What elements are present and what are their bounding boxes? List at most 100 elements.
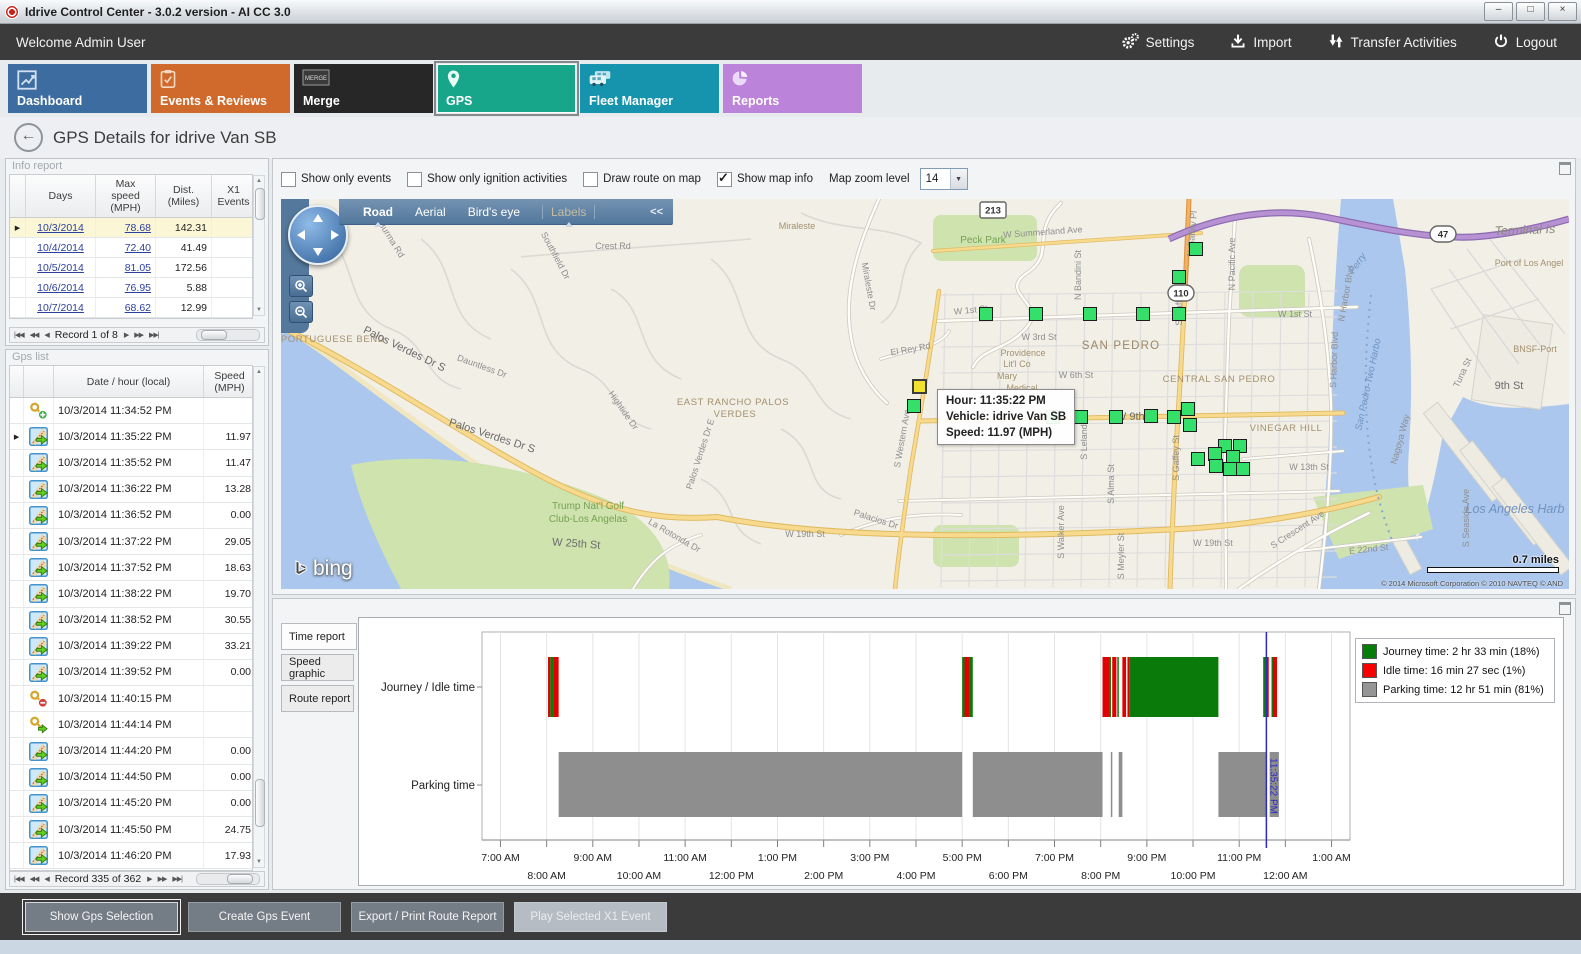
gps-list-row[interactable]: 10/3/2014 11:38:52 PM 30.55 xyxy=(10,607,252,634)
topbar-action-logout[interactable]: Logout xyxy=(1493,33,1557,52)
tile-events-reviews[interactable]: Events & Reviews xyxy=(151,64,290,113)
scroll-thumb[interactable] xyxy=(227,874,253,884)
max-speed-link[interactable]: 78.68 xyxy=(124,221,151,234)
gps-pager-first-button[interactable]: |◀◀ xyxy=(14,876,25,883)
tile-dashboard[interactable]: Dashboard xyxy=(8,64,147,113)
info-pager-fast-next-button[interactable]: ▶▶ xyxy=(134,332,144,339)
info-report-row[interactable]: 10/6/2014 76.95 5.88 xyxy=(10,278,252,298)
scroll-thumb[interactable] xyxy=(201,330,227,340)
gps-list-row[interactable]: 10/3/2014 11:45:50 PM 24.75 xyxy=(10,817,252,844)
gps-list-row[interactable]: 10/3/2014 11:46:20 PM 17.93 xyxy=(10,843,252,870)
max-speed-cell[interactable]: 81.05 xyxy=(96,258,156,277)
maximize-button[interactable]: □ xyxy=(1516,2,1545,21)
checkbox-icon[interactable] xyxy=(583,171,599,187)
gps-list-row[interactable]: ▶ 10/3/2014 11:35:22 PM 11.97 xyxy=(10,424,252,451)
info-pager-fast-prev-button[interactable]: ◀◀ xyxy=(29,332,40,339)
tab-route-report[interactable]: Route report xyxy=(281,685,354,712)
topbar-action-transfer-activities[interactable]: Transfer Activities xyxy=(1328,33,1457,52)
gps-marker[interactable] xyxy=(1181,402,1195,416)
gps-list-scrollbar[interactable]: ▲ ▼ xyxy=(253,366,265,868)
gps-marker[interactable] xyxy=(1083,307,1097,321)
topbar-action-settings[interactable]: Settings xyxy=(1121,32,1194,53)
gps-list-row[interactable]: 10/3/2014 11:38:22 PM 19.70 xyxy=(10,581,252,608)
max-speed-cell[interactable]: 68.62 xyxy=(96,298,156,317)
max-speed-link[interactable]: 76.95 xyxy=(124,281,151,294)
max-speed-cell[interactable]: 76.95 xyxy=(96,278,156,297)
days-cell[interactable]: 10/6/2014 xyxy=(26,278,96,297)
gps-marker[interactable] xyxy=(1172,307,1186,321)
selected-gps-marker[interactable] xyxy=(912,379,927,394)
gps-pager-fast-next-button[interactable]: ▶▶ xyxy=(157,876,168,883)
gps-marker[interactable] xyxy=(979,307,993,321)
pan-left-icon[interactable] xyxy=(297,230,305,240)
gps-marker[interactable] xyxy=(1236,462,1250,476)
column-header[interactable]: Max speed (MPH) xyxy=(96,175,156,217)
gps-list-row[interactable]: 10/3/2014 11:44:14 PM xyxy=(10,712,252,739)
map-panel-expand-icon[interactable] xyxy=(1559,162,1571,175)
gps-marker[interactable] xyxy=(1167,410,1181,424)
chart-panel-expand-icon[interactable] xyxy=(1559,602,1571,615)
gps-list-row[interactable]: 10/3/2014 11:37:52 PM 18.63 xyxy=(10,555,252,582)
gps-pager-scrollbar[interactable] xyxy=(196,873,260,885)
checkbox-icon[interactable] xyxy=(716,170,732,187)
days-cell[interactable]: 10/3/2014 xyxy=(26,218,96,237)
gps-list-row[interactable]: 10/3/2014 11:44:50 PM 0.00 xyxy=(10,764,252,791)
map-style-aerial[interactable]: Aerial xyxy=(415,204,446,219)
map-nav-collapse-button[interactable]: << xyxy=(650,205,663,218)
gps-list-row[interactable]: 10/3/2014 11:44:20 PM 0.00 xyxy=(10,738,252,765)
gps-list-row[interactable]: 10/3/2014 11:34:52 PM xyxy=(10,398,252,425)
gps-marker[interactable] xyxy=(1029,307,1043,321)
info-report-row[interactable]: 10/4/2014 72.40 41.49 xyxy=(10,238,252,258)
create-gps-event-button[interactable]: Create Gps Event xyxy=(188,901,341,932)
tab-speed-graphic[interactable]: Speed graphic xyxy=(281,654,354,681)
gps-marker[interactable] xyxy=(907,399,921,413)
gps-list-row[interactable]: 10/3/2014 11:35:52 PM 11.47 xyxy=(10,450,252,477)
gps-marker[interactable] xyxy=(1209,459,1223,473)
gps-marker[interactable] xyxy=(1144,409,1158,423)
gps-pager-fast-prev-button[interactable]: ◀◀ xyxy=(29,876,40,883)
max-speed-cell[interactable]: 78.68 xyxy=(96,218,156,237)
map-zoom-in-button[interactable] xyxy=(289,275,313,297)
gps-list-row[interactable]: 10/3/2014 11:39:52 PM 0.00 xyxy=(10,659,252,687)
chevron-down-icon[interactable]: ▼ xyxy=(949,169,967,189)
column-header[interactable]: Dist. (Miles) xyxy=(156,175,212,217)
minimize-button[interactable]: – xyxy=(1484,2,1513,21)
checkbox-icon[interactable] xyxy=(407,171,423,187)
gps-marker[interactable] xyxy=(1109,410,1123,424)
gps-marker[interactable] xyxy=(1172,270,1186,284)
map-style-labels[interactable]: Labels xyxy=(542,204,596,227)
gps-marker[interactable] xyxy=(1223,462,1237,476)
days-cell[interactable]: 10/5/2014 xyxy=(26,258,96,277)
tile-merge[interactable]: MERGE Merge xyxy=(294,64,433,113)
show-gps-selection-button[interactable]: Show Gps Selection xyxy=(22,898,181,935)
gps-marker[interactable] xyxy=(1233,439,1247,453)
pan-down-icon[interactable] xyxy=(313,248,323,256)
date-link[interactable]: 10/7/2014 xyxy=(37,301,84,314)
gps-list-row[interactable]: 10/3/2014 11:39:22 PM 33.21 xyxy=(10,633,252,660)
gps-list-row[interactable]: 10/3/2014 11:36:22 PM 13.28 xyxy=(10,476,252,503)
map-zoom-out-button[interactable] xyxy=(289,301,313,323)
gps-marker[interactable] xyxy=(1183,418,1197,432)
max-speed-link[interactable]: 81.05 xyxy=(124,261,151,274)
checkbox-show-only-events[interactable]: Show only events xyxy=(281,171,391,187)
column-header[interactable]: Speed (MPH) xyxy=(204,366,252,397)
column-header[interactable]: Date / hour (local) xyxy=(54,366,204,397)
info-report-scrollbar[interactable]: ▲ ▼ xyxy=(253,175,265,316)
tile-gps[interactable]: GPS xyxy=(434,61,579,116)
date-link[interactable]: 10/6/2014 xyxy=(37,281,84,294)
column-header[interactable]: Days xyxy=(26,175,96,217)
map-style-road[interactable]: Road xyxy=(363,205,393,227)
info-pager-scrollbar[interactable] xyxy=(196,329,260,341)
info-pager-next-button[interactable]: ▶ xyxy=(123,332,129,339)
days-cell[interactable]: 10/4/2014 xyxy=(26,238,96,257)
days-cell[interactable]: 10/7/2014 xyxy=(26,298,96,317)
gps-list-row[interactable]: 10/3/2014 11:37:22 PM 29.05 xyxy=(10,528,252,556)
gps-pager-last-button[interactable]: ▶▶| xyxy=(172,876,183,883)
info-report-row[interactable]: 10/5/2014 81.05 172.56 xyxy=(10,258,252,278)
map-style-birdseye[interactable]: Bird's eye xyxy=(467,204,520,219)
tile-reports[interactable]: Reports xyxy=(723,64,862,113)
gps-pager-prev-button[interactable]: ◀ xyxy=(44,876,49,883)
checkbox-show-only-ignition-activities[interactable]: Show only ignition activities xyxy=(407,171,567,187)
pan-right-icon[interactable] xyxy=(331,230,339,240)
map-zoom-level-select[interactable]: 14 ▼ xyxy=(919,168,968,190)
